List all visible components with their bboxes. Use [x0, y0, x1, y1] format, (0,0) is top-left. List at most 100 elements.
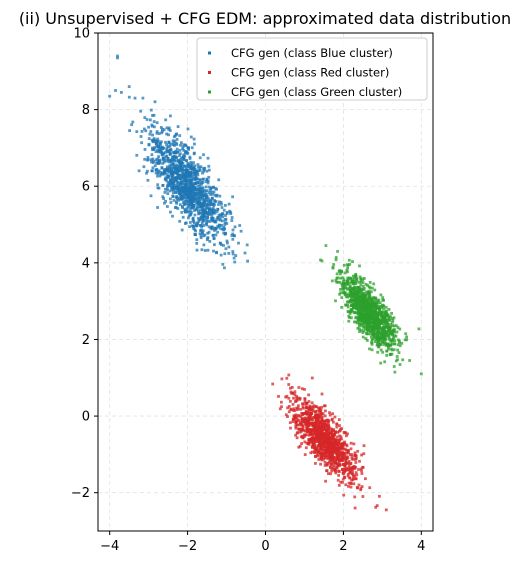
point: [311, 405, 315, 409]
point: [199, 202, 202, 205]
point: [229, 212, 233, 215]
point: [161, 171, 165, 175]
point: [230, 216, 234, 219]
point: [224, 232, 227, 236]
point: [360, 472, 364, 475]
point: [359, 315, 362, 319]
point: [285, 394, 289, 398]
point: [194, 188, 198, 192]
point: [215, 226, 218, 230]
point: [376, 323, 379, 326]
point: [161, 129, 164, 133]
point: [149, 108, 153, 112]
point: [224, 247, 228, 251]
point: [294, 433, 297, 437]
point: [389, 332, 393, 335]
point: [354, 477, 358, 481]
point: [197, 203, 201, 207]
point: [372, 337, 375, 340]
point: [337, 449, 341, 453]
point: [188, 180, 192, 184]
point: [149, 130, 153, 133]
point: [342, 280, 345, 283]
point: [349, 481, 353, 485]
legend: CFG gen (class Blue cluster) CFG gen (cla…: [196, 37, 428, 101]
point: [338, 269, 341, 272]
point: [398, 363, 402, 366]
point: [190, 163, 194, 167]
point: [188, 225, 191, 229]
x-tick-label: −2: [178, 539, 197, 554]
point: [225, 222, 229, 225]
point: [303, 397, 307, 400]
point: [210, 214, 214, 218]
point: [302, 429, 305, 432]
point: [377, 298, 381, 302]
point: [192, 190, 196, 193]
point: [326, 441, 329, 445]
point: [317, 418, 320, 422]
point: [345, 434, 348, 438]
point: [166, 192, 170, 195]
point: [202, 234, 206, 238]
point: [323, 439, 327, 442]
point: [346, 279, 350, 283]
point: [207, 168, 211, 172]
point: [142, 165, 146, 169]
point: [191, 217, 195, 221]
point: [239, 229, 243, 233]
point: [325, 469, 329, 472]
point: [181, 147, 184, 151]
point: [359, 319, 363, 323]
point: [191, 167, 195, 170]
point: [216, 224, 220, 228]
point: [218, 223, 222, 227]
point: [195, 199, 199, 203]
point: [372, 318, 375, 322]
point: [294, 416, 298, 420]
point: [294, 413, 298, 417]
point: [201, 190, 205, 193]
point: [327, 423, 331, 427]
point: [154, 171, 158, 175]
point: [356, 285, 359, 289]
point: [312, 425, 316, 428]
point: [170, 182, 174, 186]
point: [296, 396, 300, 400]
point: [299, 408, 302, 411]
point: [340, 283, 344, 287]
point: [340, 427, 343, 430]
point: [301, 419, 304, 423]
point: [147, 143, 151, 147]
point: [146, 178, 150, 182]
point: [313, 446, 316, 449]
point: [207, 201, 210, 205]
point: [373, 302, 376, 306]
point: [382, 307, 386, 311]
point: [335, 438, 339, 442]
point: [350, 296, 353, 300]
point: [206, 236, 210, 240]
point: [162, 197, 165, 200]
point: [190, 146, 194, 150]
point: [165, 146, 169, 150]
point: [307, 406, 311, 410]
point: [358, 327, 361, 331]
point: [392, 336, 396, 339]
point: [223, 266, 226, 270]
point: [207, 197, 211, 201]
point: [326, 454, 329, 458]
point: [197, 181, 201, 185]
point: [168, 153, 172, 156]
point: [370, 286, 374, 290]
point: [352, 282, 355, 285]
point: [198, 166, 202, 170]
point: [363, 299, 367, 303]
point: [190, 196, 194, 200]
point: [176, 175, 180, 178]
point: [324, 244, 328, 247]
point: [207, 164, 211, 168]
point: [190, 224, 194, 228]
point: [334, 279, 338, 282]
y-tick-label: −2: [71, 486, 90, 501]
